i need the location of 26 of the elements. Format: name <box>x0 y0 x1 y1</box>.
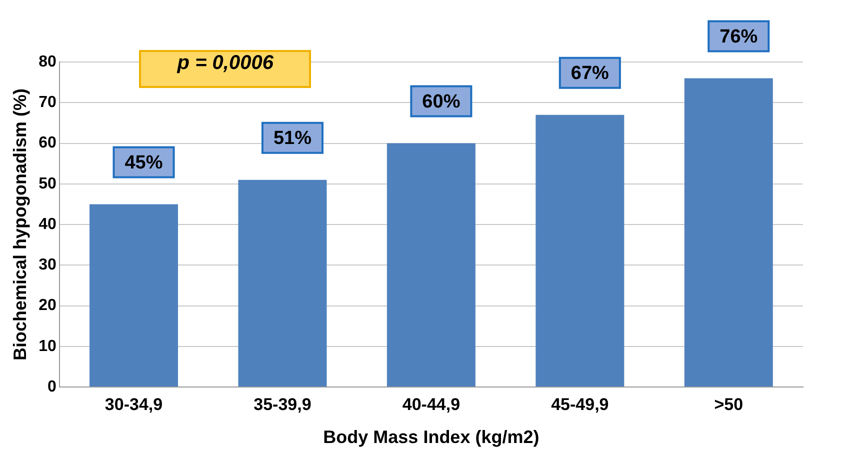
x-axis-title: Body Mass Index (kg/m2) <box>323 427 540 448</box>
data-label: 60% <box>422 91 460 112</box>
y-tick-label: 50 <box>38 175 56 192</box>
data-label: 51% <box>273 128 312 150</box>
data-label: 45% <box>124 152 163 174</box>
y-tick-label: 70 <box>38 94 56 112</box>
x-tick-label: >50 <box>714 394 744 414</box>
bar <box>536 114 624 386</box>
data-label: 67% <box>570 63 610 84</box>
data-label: 76% <box>720 26 758 48</box>
y-tick-label: 30 <box>38 256 56 274</box>
bar <box>684 78 773 386</box>
bar <box>238 180 327 386</box>
x-tick-label: 45-49,9 <box>551 394 609 414</box>
y-tick-label: 20 <box>38 297 56 314</box>
y-axis-title: Biochemical hypogonadism (%) <box>10 88 30 361</box>
x-tick-label: 35-39,9 <box>254 394 312 414</box>
x-tick-label: 30-34,9 <box>104 394 163 414</box>
y-tick-label: 40 <box>38 216 56 233</box>
y-tick-label: 60 <box>38 134 56 152</box>
y-tick-label: 10 <box>38 338 56 355</box>
bar <box>90 204 178 386</box>
bar <box>386 143 476 386</box>
y-tick-label: 0 <box>47 378 56 396</box>
x-tick-label: 40-44,9 <box>402 394 460 414</box>
y-tick-label: 80 <box>38 53 56 70</box>
